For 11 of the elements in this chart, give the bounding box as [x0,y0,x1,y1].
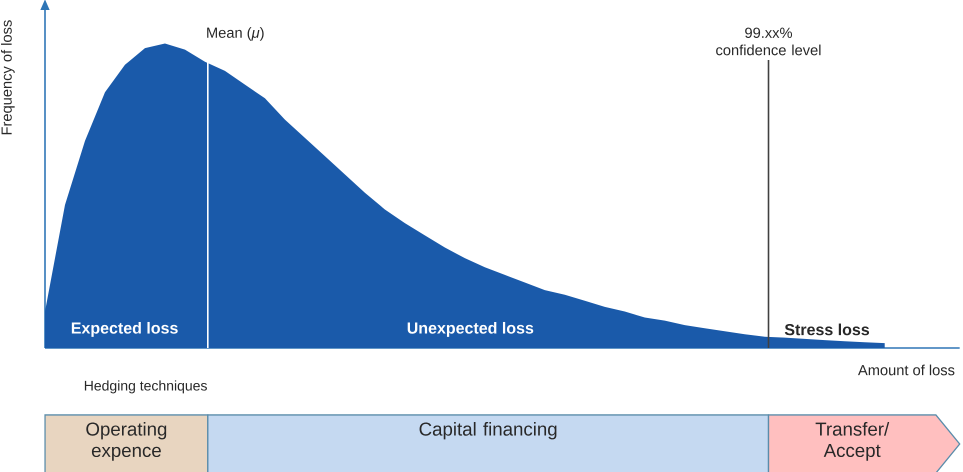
text: Operating expence [86,422,166,461]
annotation: Expected loss [72,322,178,337]
annotation: Stress loss [784,324,870,336]
text: Transfer/ Accept [816,422,890,461]
text: Capital financing [420,422,556,440]
y-axis-title: Frequency of loss [1,20,15,134]
annotation: Unexpected loss [408,322,534,337]
text: Mean (μ) [207,27,264,41]
x-axis-title: Amount of loss [858,364,954,376]
text: Hedging techniques [84,380,207,394]
text: 99.xx% confidence level [716,28,820,56]
